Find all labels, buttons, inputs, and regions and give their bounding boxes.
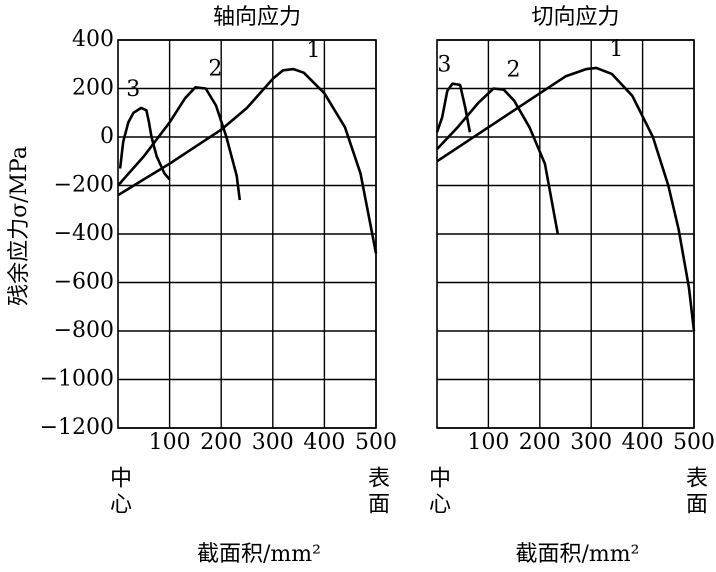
y-axis-label: 残余应力σ/MPa	[7, 146, 32, 306]
x-tick-label: 400	[622, 430, 664, 455]
y-tick-label: 200	[72, 76, 114, 101]
y-tick-label: 0	[100, 124, 114, 149]
series-label: 2	[208, 56, 222, 81]
y-tick-label: −200	[54, 173, 114, 198]
x-axis-label: 截面积/mm²	[516, 542, 640, 567]
x-tick-label: 200	[200, 430, 242, 455]
series-label: 1	[609, 37, 623, 62]
x-start-label: 中心	[425, 466, 451, 518]
x-tick-label: 400	[303, 430, 345, 455]
y-tick-label: 400	[72, 27, 114, 52]
line-series	[117, 67, 378, 254]
x-axis-label: 截面积/mm²	[197, 542, 321, 567]
x-end-label: 表面	[682, 466, 708, 518]
plot-frame	[436, 39, 695, 429]
series-label: 2	[507, 58, 521, 83]
line-series	[436, 66, 696, 332]
y-tick-label: −800	[54, 318, 114, 343]
line-series	[117, 86, 242, 201]
y-tick-label: −1200	[40, 415, 114, 440]
x-tick-label: 100	[467, 430, 509, 455]
line-series	[436, 87, 560, 235]
line-series	[118, 106, 171, 181]
x-tick-label: 200	[519, 430, 561, 455]
chart-title: 轴向应力	[213, 5, 301, 30]
y-tick-label: −1000	[40, 367, 114, 392]
x-tick-label: 300	[252, 430, 294, 455]
x-tick-label: 500	[355, 430, 397, 455]
y-tick-label: −400	[54, 221, 114, 246]
plot-frame	[117, 39, 377, 429]
x-tick-label: 500	[673, 430, 715, 455]
series-label: 3	[126, 77, 140, 102]
x-tick-label: 100	[149, 430, 191, 455]
series-label: 1	[306, 38, 320, 63]
x-tick-label: 300	[570, 430, 612, 455]
y-tick-label: −600	[54, 270, 114, 295]
series-label: 3	[437, 53, 451, 78]
chart-title: 切向应力	[531, 5, 619, 30]
line-series	[435, 82, 472, 133]
x-end-label: 表面	[364, 466, 390, 518]
x-start-label: 中心	[106, 466, 132, 518]
